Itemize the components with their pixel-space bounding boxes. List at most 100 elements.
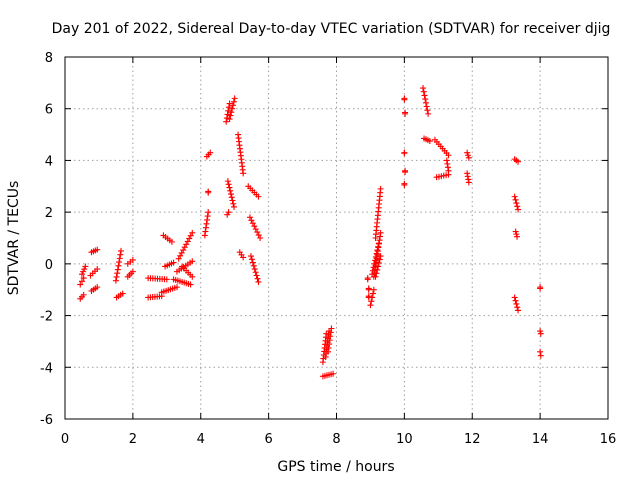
data-point xyxy=(202,228,209,235)
data-point xyxy=(183,241,190,248)
data-point xyxy=(257,235,264,241)
data-point xyxy=(226,116,233,123)
data-point xyxy=(445,167,452,174)
data-point xyxy=(401,149,408,156)
data-point xyxy=(94,266,101,273)
data-point xyxy=(224,211,231,218)
data-point xyxy=(249,259,256,266)
data-point xyxy=(227,187,234,194)
y-tick-label: 8 xyxy=(45,51,53,66)
data-point xyxy=(229,105,236,112)
data-point xyxy=(325,344,332,351)
data-point xyxy=(325,348,332,355)
data-point xyxy=(229,197,236,204)
data-point xyxy=(230,200,237,207)
data-point xyxy=(228,109,235,116)
data-point xyxy=(424,107,431,114)
data-point xyxy=(512,196,519,203)
x-tick-label: 12 xyxy=(464,432,481,447)
data-point xyxy=(113,273,120,280)
data-point xyxy=(512,297,519,304)
data-point xyxy=(326,337,333,344)
data-point xyxy=(537,328,544,335)
data-point xyxy=(374,251,381,258)
data-point xyxy=(511,193,518,200)
data-point xyxy=(421,92,428,99)
data-point xyxy=(189,258,196,265)
data-point xyxy=(426,138,433,145)
grid xyxy=(65,57,608,419)
data-point xyxy=(255,232,262,239)
data-point xyxy=(375,244,382,251)
data-point xyxy=(225,209,232,216)
data-point xyxy=(465,154,472,161)
x-tick-label: 16 xyxy=(600,432,617,447)
data-point xyxy=(370,286,377,293)
data-point xyxy=(226,100,233,107)
data-point xyxy=(168,238,175,245)
data-point xyxy=(465,179,472,186)
data-point xyxy=(170,259,177,266)
data-point xyxy=(173,284,180,291)
data-point xyxy=(513,231,520,238)
data-point xyxy=(375,259,382,266)
x-tick-label: 10 xyxy=(396,432,413,447)
data-point xyxy=(464,173,471,180)
data-point xyxy=(514,203,521,210)
y-tick-label: 6 xyxy=(45,103,53,118)
data-point xyxy=(129,256,136,263)
data-point xyxy=(247,253,254,260)
data-point xyxy=(445,152,452,159)
data-point xyxy=(255,193,262,200)
y-tick-label: -6 xyxy=(40,413,53,428)
data-point xyxy=(365,293,372,300)
data-point xyxy=(326,341,333,348)
data-point xyxy=(376,256,383,263)
data-point xyxy=(248,256,255,263)
data-point xyxy=(181,244,188,251)
data-point xyxy=(327,333,334,340)
data-point xyxy=(78,271,85,278)
data-point xyxy=(114,266,121,273)
data-point xyxy=(377,253,384,260)
data-point xyxy=(402,109,409,116)
data-point xyxy=(513,200,520,207)
data-point xyxy=(77,281,84,288)
data-point xyxy=(422,99,429,106)
chart-title: Day 201 of 2022, Sidereal Day-to-day VTE… xyxy=(52,21,611,37)
data-point xyxy=(227,112,234,119)
data-point xyxy=(94,246,101,253)
data-point xyxy=(228,194,235,201)
data-point xyxy=(202,224,209,231)
y-tick-label: 2 xyxy=(45,206,53,221)
data-point xyxy=(254,229,261,236)
data-point xyxy=(224,178,231,185)
axis-ticks: 0 2 4 6 8 10 12 14 16 -6 -4 -2 0 2 4 6 8 xyxy=(40,51,616,447)
data-point xyxy=(203,220,210,227)
data-point xyxy=(420,85,427,92)
data-point xyxy=(227,191,234,198)
data-point xyxy=(225,104,232,111)
data-point xyxy=(80,275,87,282)
data-point xyxy=(207,149,214,156)
data-point xyxy=(115,262,122,269)
data-point xyxy=(201,232,208,239)
data-point xyxy=(252,269,259,276)
data-point xyxy=(515,307,522,314)
data-point xyxy=(515,206,522,213)
data-point xyxy=(249,220,256,227)
x-tick-label: 2 xyxy=(129,432,137,447)
data-point xyxy=(375,240,382,247)
data-point xyxy=(94,284,101,291)
data-point xyxy=(537,352,544,359)
data-point xyxy=(180,247,187,254)
data-point xyxy=(184,238,191,245)
data-point xyxy=(117,251,124,258)
data-point xyxy=(225,107,232,114)
data-point xyxy=(204,216,211,223)
x-tick-label: 8 xyxy=(332,432,340,447)
data-point xyxy=(116,259,123,266)
data-point xyxy=(444,160,451,167)
data-point xyxy=(186,235,193,242)
